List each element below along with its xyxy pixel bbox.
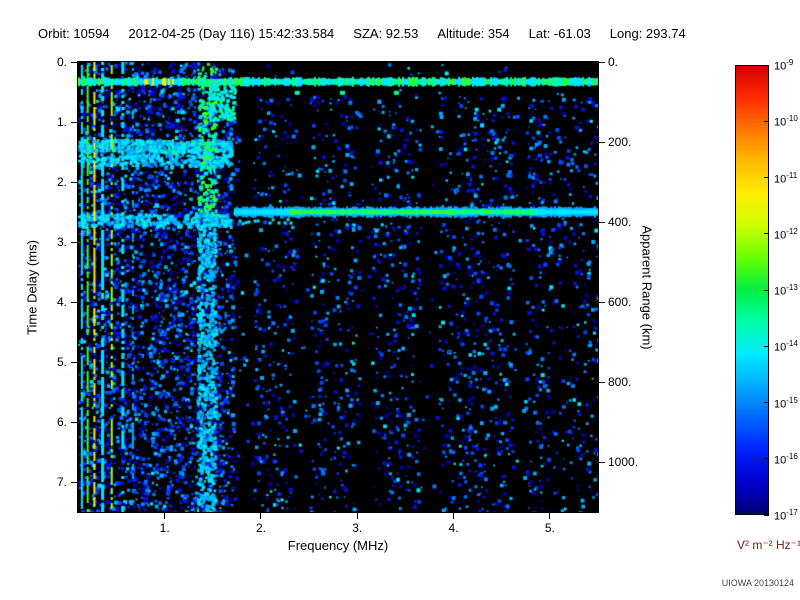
x-tick	[164, 513, 166, 519]
y-tick	[71, 61, 77, 63]
right-tick-label: 200.	[608, 135, 632, 149]
colorbar-tick-label: 10-12	[774, 226, 798, 242]
right-tick-label: 600.	[608, 295, 632, 309]
plot-area	[77, 61, 599, 513]
right-tick	[599, 301, 605, 303]
right-tick-label: 800.	[608, 375, 632, 389]
header-field: SZA: 92.53	[353, 26, 419, 41]
y-tick-label: 2.	[56, 175, 67, 189]
header-field: 2012-04-25 (Day 116) 15:42:33.584	[128, 26, 335, 41]
header-info: Orbit: 10594 2012-04-25 (Day 116) 15:42:3…	[38, 26, 705, 41]
y-tick-label: 5.	[56, 355, 67, 369]
right-tick	[599, 61, 605, 63]
y-tick-label: 4.	[56, 295, 67, 309]
colorbar	[735, 65, 769, 515]
header-field: Lat: -61.03	[528, 26, 591, 41]
header-field: Orbit: 10594	[38, 26, 110, 41]
x-tick	[356, 513, 358, 519]
x-tick-label: 5.	[544, 521, 555, 535]
colorbar-tick-label: 10-14	[774, 339, 798, 354]
colorbar-tick	[764, 177, 769, 178]
x-tick	[453, 513, 455, 519]
x-tick-label: 2.	[255, 521, 266, 535]
colorbar-tick-label: 10-15	[774, 395, 798, 411]
x-tick-label: 1.	[159, 521, 170, 535]
credit-watermark: UIOWA 20130124	[721, 578, 794, 588]
right-tick	[599, 141, 605, 143]
colorbar-tick-label: 10-13	[774, 283, 798, 298]
colorbar-tick-label: 10-17	[774, 508, 798, 523]
colorbar-tick	[764, 514, 769, 516]
y-tick	[71, 481, 77, 483]
colorbar-tick	[764, 289, 769, 291]
y-tick-label: 3.	[56, 235, 67, 249]
y-tick	[71, 421, 77, 423]
x-tick	[549, 513, 551, 519]
y-tick	[71, 361, 77, 363]
y-tick	[71, 181, 77, 183]
colorbar-tick	[764, 233, 769, 235]
colorbar-tick-label: 10-9	[774, 58, 794, 73]
right-tick-label: 0.	[608, 55, 619, 69]
right-tick	[599, 381, 605, 383]
colorbar-unit-label: V² m⁻² Hz⁻¹	[737, 538, 800, 552]
header-field: Altitude: 354	[437, 26, 510, 41]
right-tick-label: 1000.	[608, 455, 639, 469]
colorbar-tick	[764, 402, 769, 403]
right-tick	[599, 461, 605, 463]
right-tick	[599, 221, 605, 223]
y-tick	[71, 121, 77, 123]
colorbar-tick	[764, 120, 769, 122]
y-tick-label: 6.	[56, 415, 67, 429]
x-tick	[260, 513, 262, 519]
y-tick	[71, 301, 77, 303]
colorbar-tick-label: 10-11	[774, 170, 798, 186]
x-axis-title: Frequency (MHz)	[287, 538, 389, 553]
y-tick-label: 0.	[56, 55, 67, 69]
y-tick-label: 1.	[56, 115, 67, 129]
colorbar-tick-label: 10-16	[774, 451, 798, 467]
colorbar-tick	[764, 345, 769, 347]
y-tick-label: 7.	[56, 475, 67, 489]
y-tick	[71, 241, 77, 243]
x-tick-label: 4.	[448, 521, 459, 535]
header-field: Long: 293.74	[609, 26, 686, 41]
colorbar-tick	[764, 458, 769, 460]
right-tick-label: 400.	[608, 215, 632, 229]
spectrogram-canvas	[78, 62, 598, 512]
x-tick-label: 3.	[352, 521, 363, 535]
colorbar-tick-label: 10-10	[774, 114, 798, 129]
colorbar-tick	[764, 64, 769, 66]
